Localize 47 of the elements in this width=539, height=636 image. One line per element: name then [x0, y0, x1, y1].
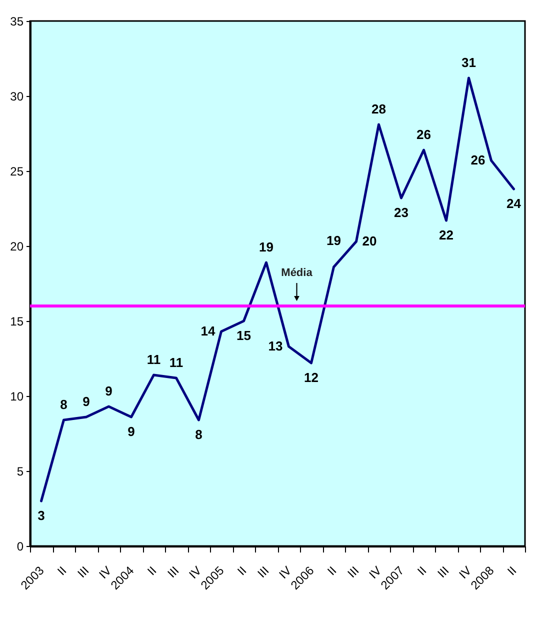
- data-label: 9: [128, 424, 135, 439]
- y-tick-label: 10: [10, 390, 24, 404]
- data-label: 8: [195, 427, 202, 442]
- data-label: 11: [146, 352, 161, 367]
- data-label: 19: [259, 240, 274, 254]
- ref-line-label: Média: [281, 267, 314, 279]
- x-tick-label: II: [144, 564, 160, 578]
- y-tick-label: 0: [16, 540, 24, 554]
- y-tick-label: 20: [10, 240, 24, 254]
- y-tick-label: 5: [16, 464, 24, 478]
- data-label: 9: [82, 394, 90, 409]
- x-tick-label: II: [504, 564, 520, 578]
- y-tick-label: 30: [10, 90, 24, 104]
- x-tick-label: IV: [276, 564, 294, 582]
- data-label: 31: [462, 55, 476, 70]
- x-tick-label: III: [74, 564, 92, 581]
- x-tick-label: IV: [186, 564, 204, 582]
- x-tick-label: II: [54, 564, 70, 578]
- x-tick-label: III: [434, 564, 452, 581]
- y-tick-label: 35: [10, 14, 24, 28]
- x-tick-label: IV: [456, 564, 474, 582]
- data-label: 15: [236, 328, 251, 343]
- x-tick-label: IV: [366, 564, 384, 582]
- x-tick-label: III: [164, 564, 182, 581]
- data-label: 14: [200, 324, 216, 338]
- data-label: 26: [416, 127, 431, 142]
- data-label: 12: [304, 370, 318, 385]
- data-label: 20: [362, 234, 377, 248]
- x-tick-label: III: [344, 564, 362, 581]
- data-label: 8: [60, 397, 68, 412]
- data-label: 24: [506, 196, 522, 211]
- data-label: 19: [326, 233, 341, 248]
- data-label: 22: [439, 228, 454, 242]
- data-label: 11: [169, 355, 184, 370]
- x-tick-label: II: [324, 564, 340, 578]
- data-label: 3: [38, 508, 45, 523]
- x-tick-label: II: [414, 564, 430, 578]
- data-label: 23: [394, 205, 408, 220]
- data-label: 26: [470, 152, 486, 168]
- data-label: 9: [105, 384, 112, 398]
- y-tick-label: 15: [10, 314, 24, 328]
- x-tick-label: II: [234, 564, 250, 578]
- x-tick-label: III: [254, 564, 272, 581]
- x-tick-label: IV: [96, 564, 114, 582]
- data-label: 13: [268, 338, 283, 354]
- data-label: 28: [372, 102, 386, 116]
- y-tick-label: 25: [10, 164, 24, 178]
